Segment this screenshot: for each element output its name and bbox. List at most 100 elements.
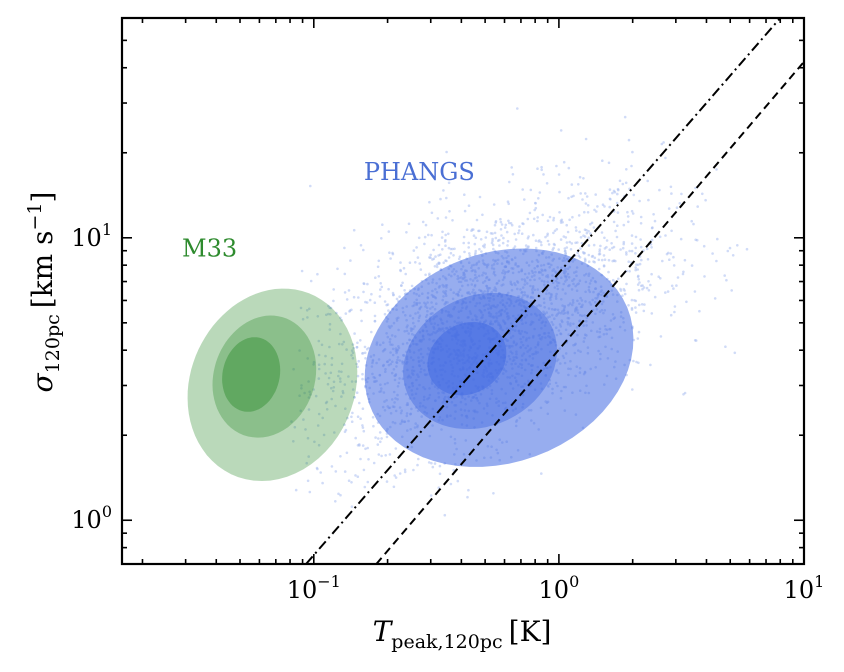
scatter-point — [563, 247, 567, 250]
scatter-point — [595, 210, 598, 213]
scatter-point — [565, 246, 569, 249]
scatter-point — [526, 217, 530, 221]
scatter-point — [332, 299, 335, 303]
scatter-point — [602, 254, 606, 257]
scatter-point — [521, 188, 524, 191]
scatter-point — [630, 242, 634, 245]
scatter-point — [680, 192, 683, 196]
scatter-point — [534, 206, 538, 210]
scatter-point — [451, 219, 454, 222]
scatter-point — [703, 275, 706, 278]
scatter-point — [607, 270, 610, 274]
scatter-point — [404, 272, 408, 276]
scatter-point — [416, 256, 420, 259]
scatter-point — [557, 248, 560, 251]
scatter-point — [428, 256, 431, 259]
scatter-point — [492, 492, 495, 495]
scatter-point — [309, 184, 312, 188]
scatter-point — [387, 230, 391, 233]
scatter-point — [683, 258, 687, 262]
scatter-point — [641, 284, 644, 287]
scatter-point — [558, 211, 561, 214]
scatter-point — [540, 243, 543, 247]
scatter-point — [438, 472, 442, 476]
scatter-point — [672, 287, 675, 290]
scatter-point — [359, 457, 362, 461]
scatter-point — [578, 175, 582, 179]
scatter-point — [343, 470, 347, 473]
scatter-point — [374, 276, 377, 280]
scatter-point — [470, 228, 474, 231]
scatter-point — [330, 397, 334, 401]
scatter-point — [628, 249, 631, 253]
scatter-point — [500, 223, 504, 226]
scatter-point — [505, 230, 509, 234]
scatter-point — [438, 464, 442, 468]
scatter-point — [640, 303, 644, 306]
scatter-point — [625, 282, 628, 286]
scatter-point — [359, 417, 362, 421]
scatter-point — [351, 351, 355, 355]
scatter-point — [456, 479, 460, 483]
scatter-point — [355, 391, 359, 395]
scatter-point — [589, 232, 592, 235]
scatter-point — [616, 211, 620, 214]
scatter-point — [668, 258, 671, 262]
scatter-point — [403, 289, 406, 292]
scatter-point — [300, 269, 304, 273]
scatter-point — [504, 223, 508, 227]
scatter-point — [437, 261, 441, 265]
scatter-point — [347, 375, 350, 378]
scatter-point — [611, 278, 615, 282]
scatter-point — [614, 259, 617, 263]
scatter-point — [354, 474, 357, 477]
scatter-point — [506, 200, 510, 203]
scatter-point — [398, 295, 401, 299]
scatter-point — [467, 488, 470, 492]
scatter-point — [299, 409, 303, 413]
scatter-point — [650, 226, 654, 230]
scatter-point — [642, 286, 646, 289]
scatter-point — [577, 254, 580, 257]
scatter-point — [583, 235, 587, 238]
scatter-point — [449, 482, 453, 486]
scatter-point — [565, 223, 568, 227]
scatter-point — [417, 236, 421, 240]
scatter-point — [723, 274, 726, 277]
scatter-point — [430, 211, 434, 215]
scatter-point — [334, 500, 337, 503]
scatter-point — [607, 161, 611, 165]
scatter-point — [329, 371, 333, 375]
scatter-point — [647, 289, 651, 292]
scatter-point — [553, 229, 557, 233]
scatter-point — [653, 219, 657, 223]
scatter-point — [608, 205, 611, 209]
scatter-point — [601, 159, 604, 162]
scatter-point — [343, 272, 347, 276]
scatter-point — [612, 189, 616, 193]
scatter-point — [341, 391, 345, 395]
x-tick-label: 100 — [539, 572, 580, 604]
scatter-point — [445, 150, 448, 154]
scatter-point — [435, 265, 439, 269]
scatter-point — [313, 440, 316, 444]
scatter-point — [357, 296, 360, 299]
scatter-point — [611, 191, 614, 195]
scatter-point — [427, 233, 430, 237]
scatter-point — [334, 470, 338, 473]
scatter-point — [611, 259, 614, 263]
scatter-point — [333, 431, 336, 434]
scatter-point — [540, 472, 543, 475]
scatter-point — [565, 241, 569, 244]
scatter-point — [374, 436, 377, 439]
scatter-point — [372, 424, 375, 428]
scatter-point — [587, 244, 591, 247]
scatter-point — [350, 349, 354, 352]
scatter-point — [585, 231, 589, 235]
scatter-point — [325, 408, 329, 411]
scatter-point — [647, 198, 650, 202]
scatter-point — [646, 179, 649, 183]
scatter-point — [378, 431, 382, 434]
scatter-point — [398, 472, 402, 475]
scatter-point — [493, 223, 497, 227]
